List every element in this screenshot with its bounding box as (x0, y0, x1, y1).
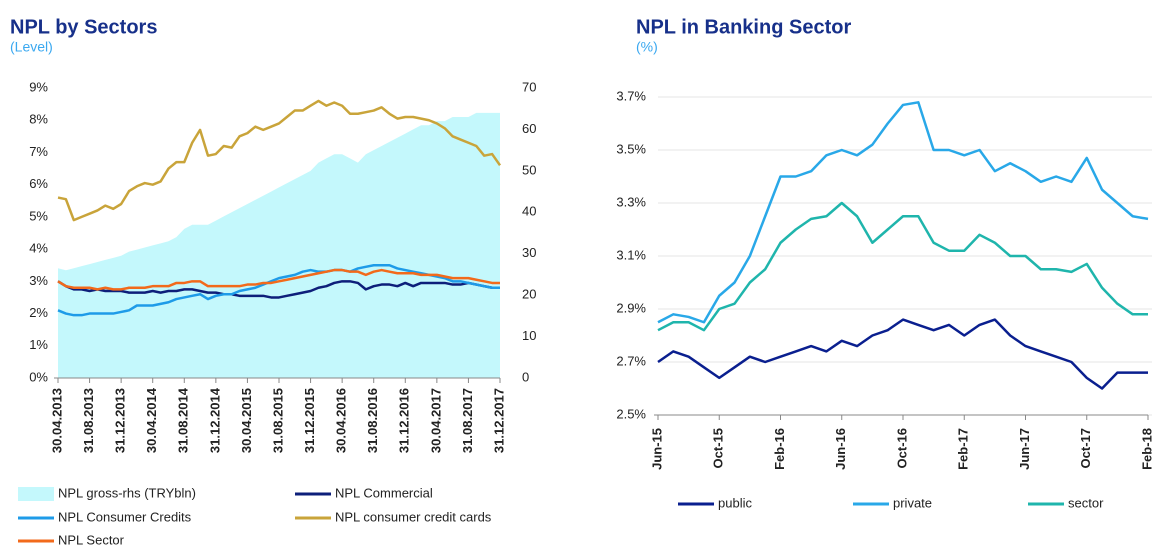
x-tick-label: Jun-17 (1017, 428, 1032, 470)
chart-title: NPL in Banking Sector (636, 16, 851, 38)
y2-tick-label: 70 (522, 79, 536, 94)
y-tick-label: 7% (29, 144, 48, 159)
x-tick-label: Oct-15 (711, 428, 726, 468)
legend-label: sector (1068, 495, 1104, 510)
legend-label: public (718, 495, 752, 510)
legend-label: NPL Sector (58, 532, 125, 547)
x-tick-label: 30.04.2016 (334, 388, 349, 453)
x-tick-label: Oct-17 (1078, 428, 1093, 468)
y-tick-label: 1% (29, 337, 48, 352)
y-tick-label: 8% (29, 112, 48, 127)
y-tick-label: 2.7% (616, 353, 646, 368)
x-tick-label: 31.08.2014 (176, 387, 191, 453)
line (657, 318, 1148, 390)
chart-title: NPL by Sectors (10, 16, 157, 38)
y-tick-label: 2% (29, 305, 48, 320)
y2-tick-label: 50 (522, 162, 536, 177)
y-tick-label: 2.5% (616, 406, 646, 421)
y-tick-label: 2.9% (616, 300, 646, 315)
x-tick-label: 31.08.2015 (270, 388, 285, 453)
y2-tick-label: 40 (522, 204, 536, 219)
x-tick-label: 30.04.2013 (49, 388, 64, 453)
y-tick-label: 4% (29, 241, 48, 256)
y2-tick-label: 60 (522, 121, 536, 136)
y-tick-label: 3.3% (616, 194, 646, 209)
y-tick-label: 0% (29, 369, 48, 384)
x-tick-label: 31.12.2013 (113, 388, 128, 453)
x-tick-label: 31.08.2016 (365, 388, 380, 453)
chart-subtitle: (%) (636, 39, 658, 55)
x-tick-label: 31.08.2013 (81, 388, 96, 453)
line (57, 268, 500, 291)
y-tick-label: 3% (29, 273, 48, 288)
x-tick-label: 30.04.2014 (144, 387, 159, 453)
legend-swatch (18, 487, 54, 501)
line (657, 201, 1148, 332)
x-tick-label: 31.08.2017 (460, 388, 475, 453)
x-tick-label: 30.04.2017 (428, 388, 443, 453)
x-tick-label: Feb-17 (956, 428, 971, 470)
area (58, 112, 500, 378)
line (57, 280, 500, 299)
y2-tick-label: 0 (522, 369, 529, 384)
x-tick-label: Feb-18 (1139, 428, 1152, 470)
y-tick-label: 3.5% (616, 141, 646, 156)
line (57, 99, 502, 222)
y-tick-label: 3.1% (616, 247, 646, 262)
chart-subtitle: (Level) (10, 39, 53, 55)
x-tick-label: 31.12.2015 (302, 388, 317, 453)
y2-tick-label: 30 (522, 245, 536, 260)
x-tick-label: 30.04.2015 (239, 388, 254, 453)
y-tick-label: 5% (29, 208, 48, 223)
x-tick-label: Feb-16 (772, 428, 787, 470)
legend-label: NPL Consumer Credits (58, 509, 192, 524)
x-tick-label: Jun-16 (833, 428, 848, 470)
legend-label: private (893, 495, 932, 510)
x-tick-label: Jun-15 (649, 428, 664, 470)
x-tick-label: 31.12.2016 (397, 388, 412, 453)
y2-tick-label: 20 (522, 287, 536, 302)
legend-label: NPL consumer credit cards (335, 509, 492, 524)
x-tick-label: Oct-16 (894, 428, 909, 468)
legend-label: NPL Commercial (335, 485, 433, 500)
y-tick-label: 3.7% (616, 88, 646, 103)
line (657, 101, 1149, 324)
x-tick-label: 31.12.2014 (207, 387, 222, 453)
x-tick-label: 31.12.2017 (491, 388, 506, 453)
y-tick-label: 9% (29, 79, 48, 94)
y2-tick-label: 10 (522, 328, 536, 343)
legend-label: NPL gross-rhs (TRYbln) (58, 485, 196, 500)
y-tick-label: 6% (29, 176, 48, 191)
